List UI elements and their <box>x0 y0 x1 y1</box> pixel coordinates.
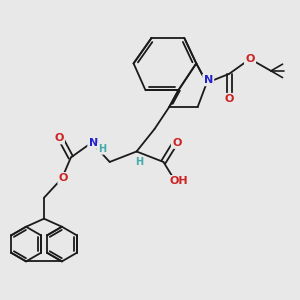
Text: O: O <box>59 173 68 183</box>
Text: O: O <box>224 94 234 104</box>
Text: O: O <box>245 54 255 64</box>
Text: H: H <box>98 143 106 154</box>
Text: N: N <box>204 75 213 85</box>
Text: OH: OH <box>169 176 188 186</box>
Text: H: H <box>136 157 144 167</box>
Text: N: N <box>88 137 98 148</box>
Text: O: O <box>172 137 182 148</box>
Text: O: O <box>54 133 64 143</box>
